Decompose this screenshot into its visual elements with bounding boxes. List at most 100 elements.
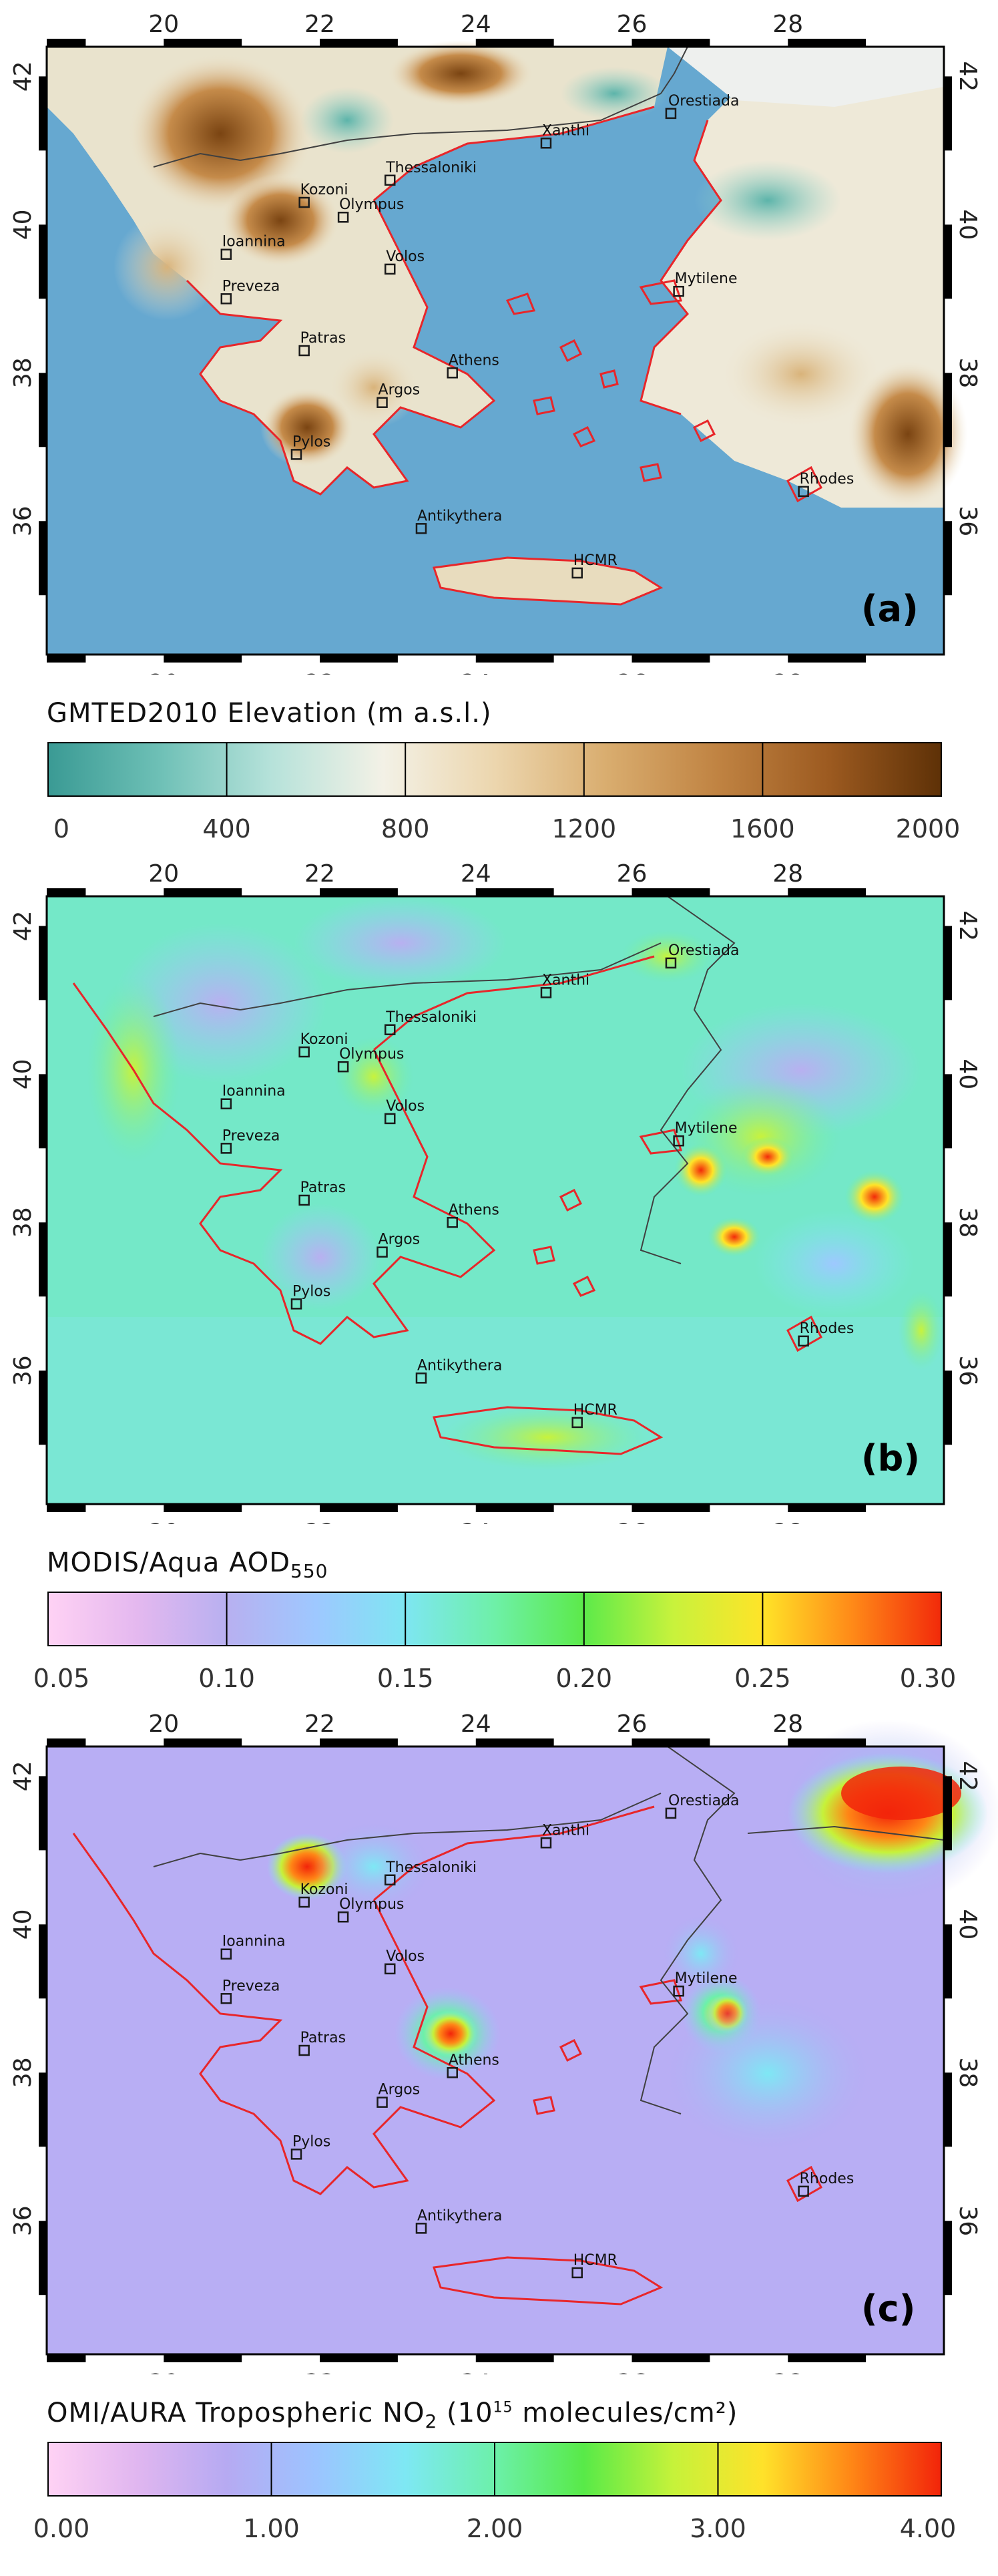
frame-bar	[39, 76, 47, 151]
colorbar-tick-label: 0	[53, 814, 69, 842]
city-label: Mytilene	[675, 270, 738, 287]
lon-tick-label: 24	[461, 860, 491, 888]
frame-bar	[475, 655, 554, 663]
city-label: Argos	[379, 1232, 421, 1248]
city-marker	[571, 567, 583, 579]
city-marker	[384, 263, 396, 275]
lat-tick-label: 40	[954, 1909, 981, 1940]
city-marker	[290, 1298, 302, 1310]
colorbar-tick-label: 0.15	[377, 1664, 434, 1691]
colorbar-elevation: 0 400 800 1200 1600 2000	[47, 742, 960, 842]
panel-label: (a)	[861, 588, 919, 630]
lat-tick-label: 42	[954, 1761, 981, 1791]
city-label: Mytilene	[675, 1970, 738, 1987]
frame-bar	[164, 655, 242, 663]
lon-tick-label: 20	[148, 1519, 179, 1524]
lat-tick-label: 40	[954, 209, 981, 240]
colorbar-tick-label: 1.00	[243, 2514, 300, 2543]
colorbar-ticks: 0.05 0.10 0.15 0.20 0.25 0.30	[33, 1664, 957, 1691]
city-label: Kozoni	[300, 182, 348, 198]
city-label: Xanthi	[542, 972, 589, 988]
city-markers: Orestiada Xanthi Thessaloniki KozoniOlympus…	[220, 942, 854, 1429]
frame-ticks	[39, 888, 952, 1512]
lon-tick-label: 28	[772, 860, 803, 888]
city-marker	[798, 1335, 809, 1347]
frame-bar	[164, 39, 242, 47]
coastlines	[72, 1805, 822, 2306]
colorbar-tick-label: 800	[381, 814, 430, 842]
city-label: Athens	[449, 2052, 499, 2068]
city-marker	[415, 1372, 427, 1384]
colorbar-tick-label: 0.25	[734, 1664, 791, 1691]
city-marker	[220, 1143, 232, 1154]
city-marker	[384, 1113, 396, 1125]
city-marker	[665, 1807, 677, 1819]
lon-tick-label: 26	[617, 2370, 648, 2374]
lon-tick-label: 28	[772, 670, 803, 675]
city-label: Xanthi	[542, 122, 589, 139]
frame-bar	[39, 1370, 47, 1445]
city-marker	[220, 293, 232, 305]
city-label: Argos	[379, 2082, 421, 2098]
colorbar-ticks: 0.00 1.00 2.00 3.00 4.00	[33, 2514, 957, 2543]
lon-tick-labels-bottom: 20 22 24 26 28	[148, 1519, 803, 1524]
city-marker	[571, 2267, 583, 2279]
lat-tick-label: 36	[9, 506, 37, 536]
city-label: Thessaloniki	[385, 160, 477, 176]
frame-bar	[944, 373, 952, 447]
frame-bar	[475, 1504, 554, 1512]
city-marker	[220, 1993, 232, 2004]
frame-bar	[944, 1370, 952, 1445]
lon-tick-label: 28	[772, 11, 803, 38]
city-label: Mytilene	[675, 1120, 738, 1137]
frame-bar	[944, 1776, 952, 1851]
frame-bar	[320, 888, 398, 896]
colorbar-strip	[47, 742, 942, 797]
city-label: Olympus	[339, 196, 404, 213]
frame-bar	[320, 1504, 398, 1512]
city-marker	[384, 1874, 396, 1886]
frame-bar	[39, 2072, 47, 2147]
colorbar-title: OMI/AURA Tropospheric NO2 (1015 molecule…	[47, 2398, 738, 2432]
city-label: Ioannina	[222, 1083, 286, 1100]
city-label: Volos	[386, 1948, 425, 1965]
colorbar-tick-label: 0.30	[900, 1664, 957, 1691]
colorbar-tick-label: 3.00	[690, 2514, 746, 2543]
city-marker	[290, 449, 302, 460]
city-marker	[377, 2096, 388, 2108]
city-label: Antikythera	[417, 508, 502, 524]
colorbar-tick-label: 0.00	[33, 2514, 90, 2543]
lat-tick-label: 40	[9, 1909, 37, 1940]
lat-tick-label: 38	[9, 1207, 37, 1238]
land-turkey	[641, 47, 968, 508]
city-label: Olympus	[339, 1896, 404, 1913]
borders	[153, 896, 736, 1264]
city-marker	[377, 397, 388, 408]
city-label: Antikythera	[417, 2207, 502, 2224]
city-label: HCMR	[573, 2252, 617, 2269]
city-marker	[384, 1024, 396, 1036]
city-marker	[337, 1061, 349, 1073]
panel-label: (c)	[861, 2287, 915, 2330]
lat-tick-label: 42	[9, 61, 37, 91]
frame-bar	[39, 1924, 47, 1999]
city-marker	[298, 1896, 310, 1908]
city-marker	[220, 1948, 232, 1960]
frame-bar	[320, 2354, 398, 2362]
city-label: HCMR	[573, 1402, 617, 1419]
city-marker	[540, 1837, 552, 1849]
lat-tick-label: 36	[954, 2205, 981, 2236]
lat-tick-labels-left: 42 40 38 36	[9, 1761, 37, 2236]
lon-tick-label: 20	[148, 11, 179, 38]
city-label: Pylos	[292, 2133, 330, 2150]
lon-tick-label: 26	[617, 860, 648, 888]
frame-bar	[944, 76, 952, 151]
lon-tick-label: 22	[304, 670, 335, 675]
lon-tick-label: 22	[304, 1519, 335, 1524]
city-marker	[673, 1985, 684, 1997]
city-label: Thessaloniki	[385, 1859, 477, 1876]
city-label: Preveza	[222, 278, 280, 295]
city-marker	[298, 1046, 310, 1058]
city-label: Rhodes	[800, 2171, 854, 2187]
